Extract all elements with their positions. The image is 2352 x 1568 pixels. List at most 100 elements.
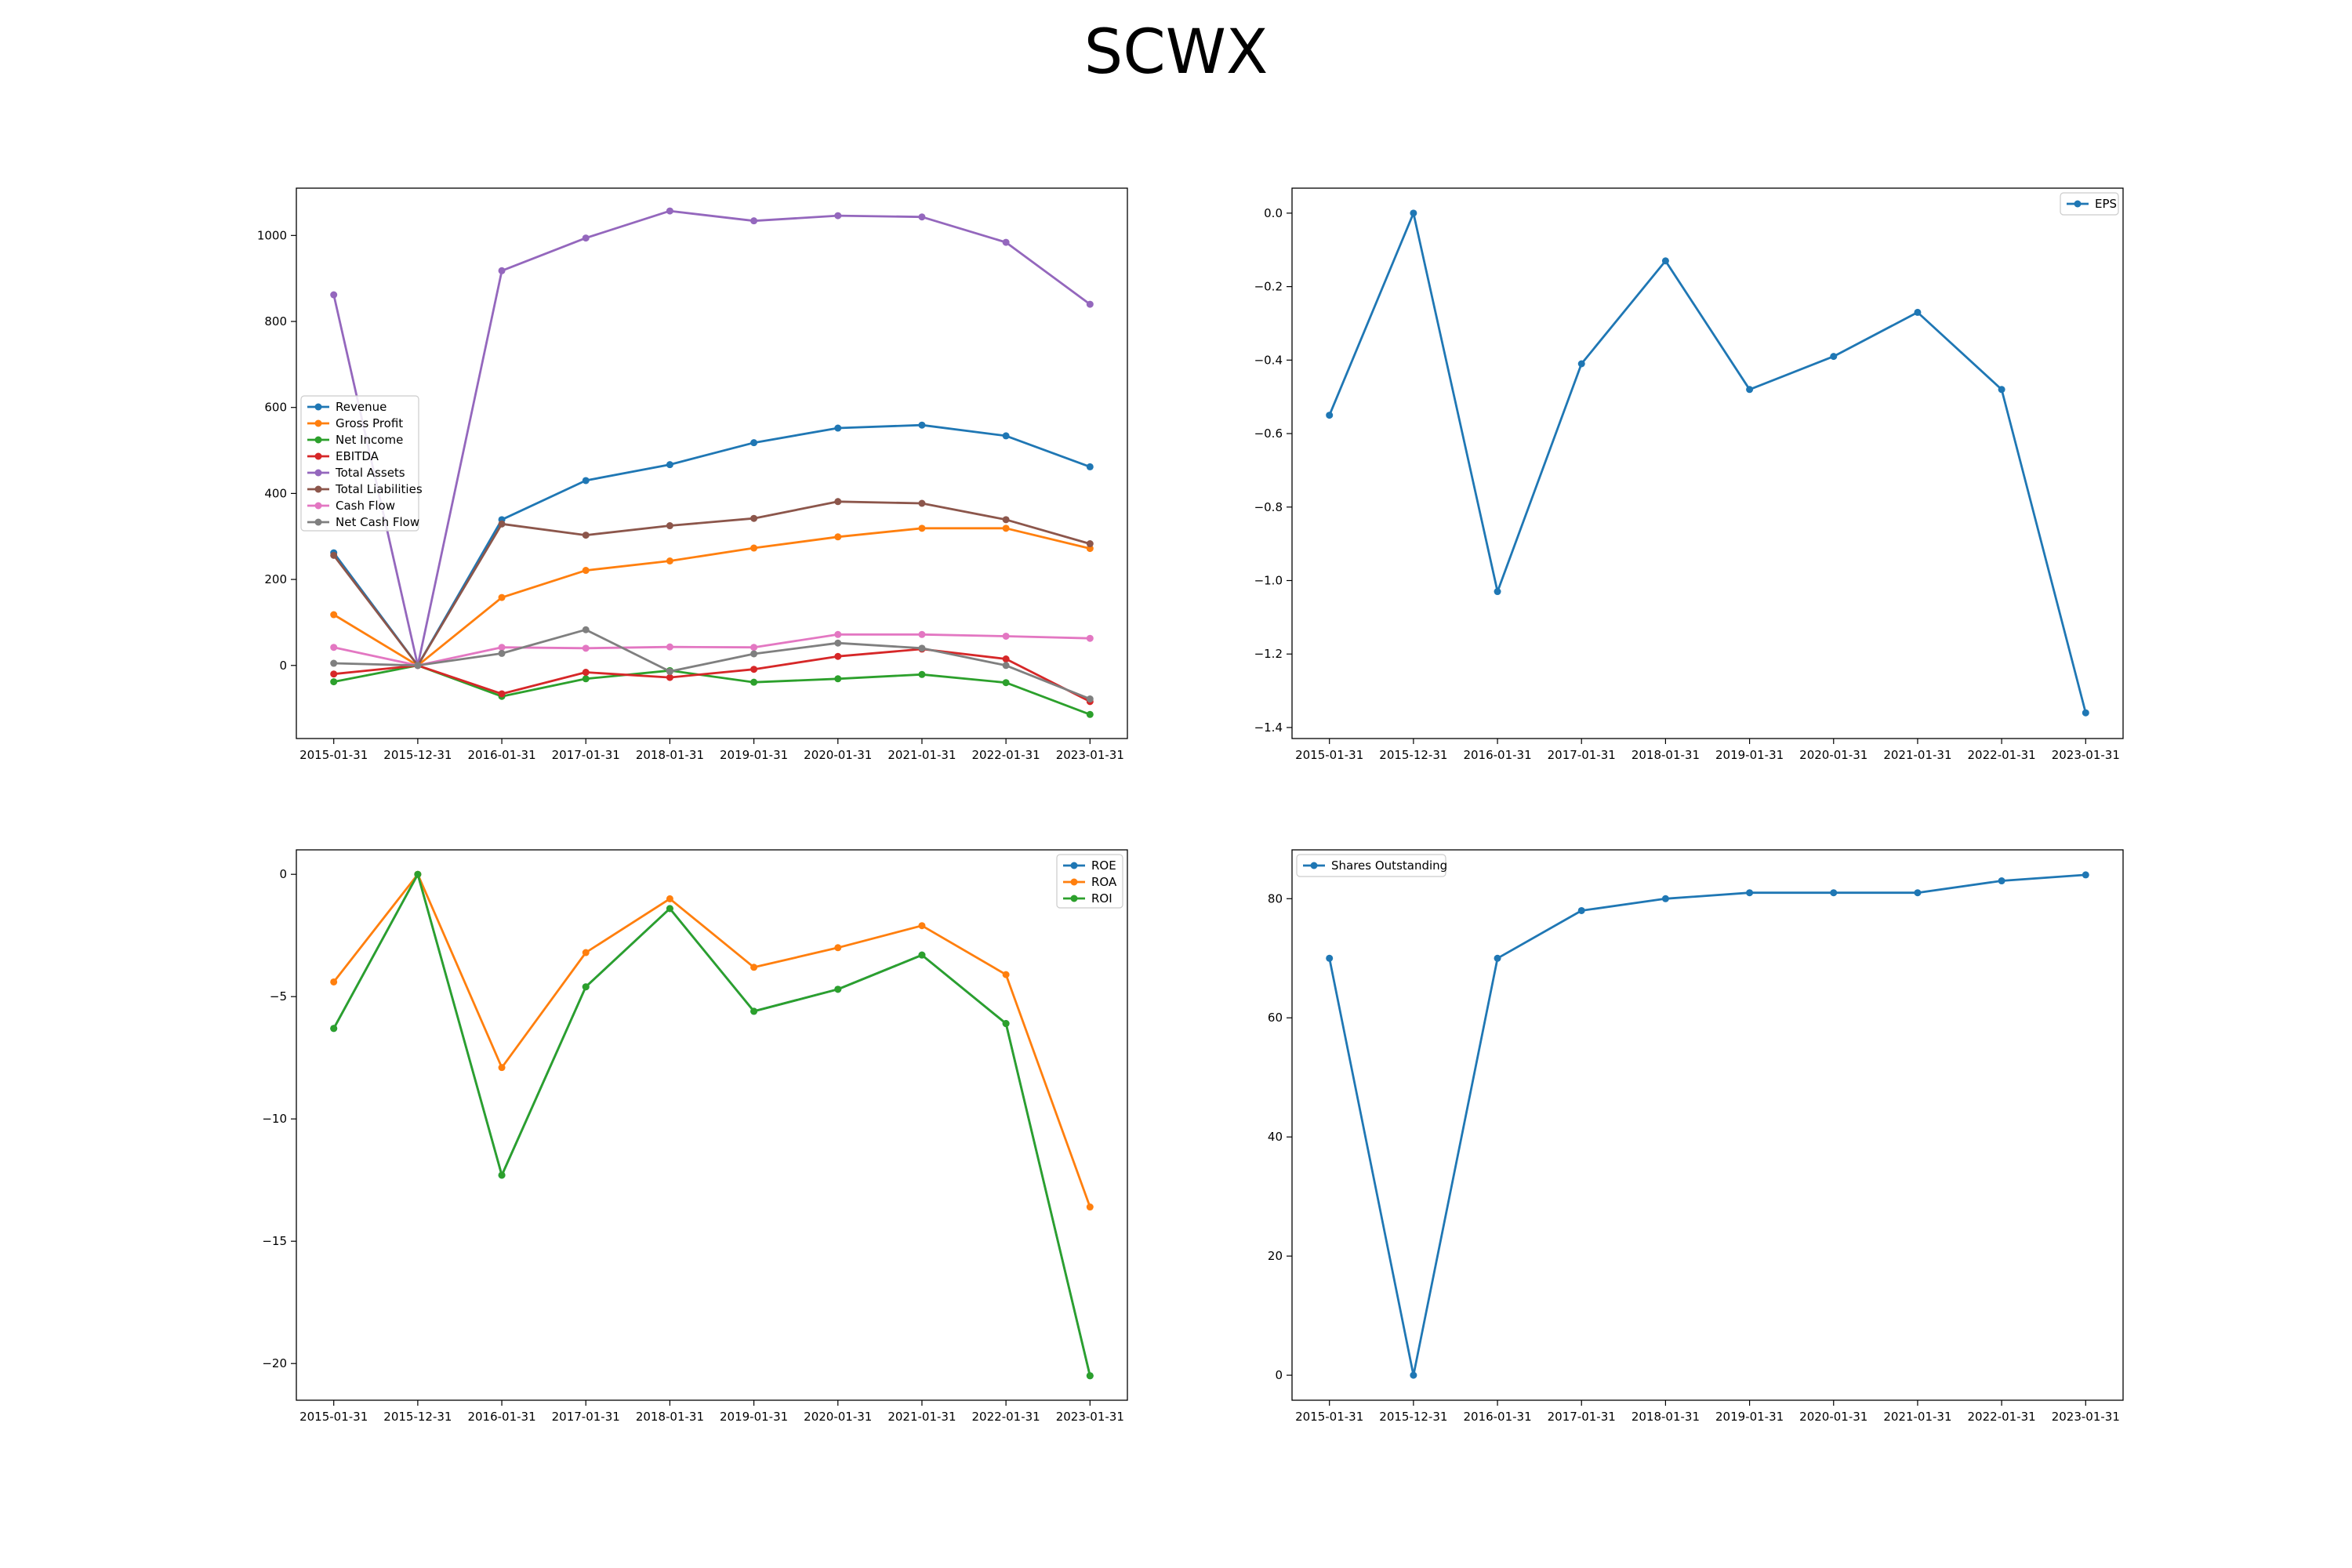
data-point	[834, 944, 842, 952]
x-tick-label: 2015-12-31	[1379, 748, 1447, 762]
y-tick-label: 600	[264, 401, 287, 415]
x-tick-label: 2017-01-31	[1548, 1410, 1616, 1424]
x-tick-label: 2023-01-31	[2052, 748, 2120, 762]
data-point	[1577, 906, 1585, 914]
data-point	[1002, 655, 1010, 663]
legend-label: ROI	[1091, 891, 1112, 906]
x-tick-label: 2020-01-31	[1799, 1410, 1867, 1424]
plot-frame	[1291, 187, 2124, 739]
data-point	[834, 498, 842, 506]
data-point	[582, 669, 590, 677]
data-point	[1086, 463, 1094, 470]
data-point	[1086, 710, 1094, 718]
legend-box	[2060, 192, 2119, 216]
data-point	[750, 644, 758, 652]
data-point	[330, 644, 338, 652]
x-tick-label: 2021-01-31	[887, 748, 956, 762]
data-point	[1086, 300, 1094, 308]
legend-marker	[314, 452, 322, 460]
x-tick-label: 2017-01-31	[1548, 748, 1616, 762]
x-tick-label: 2019-01-31	[720, 748, 788, 762]
data-point	[1577, 360, 1585, 368]
data-point	[1002, 524, 1010, 532]
data-point	[918, 644, 926, 652]
data-point	[1494, 954, 1501, 962]
y-tick-label: −1.4	[1254, 720, 1283, 735]
data-point	[2082, 709, 2089, 717]
y-tick-label: 0	[279, 867, 287, 881]
data-point	[666, 905, 673, 913]
legend-label: Total Liabilities	[335, 482, 423, 496]
legend-label: ROE	[1091, 858, 1116, 873]
x-tick-label: 2017-01-31	[552, 1410, 620, 1424]
x-tick-label: 2016-01-31	[467, 1410, 535, 1424]
series-line-ebitda	[333, 648, 1091, 703]
data-point	[1410, 1371, 1417, 1379]
y-tick-label: 1000	[257, 228, 287, 242]
y-tick-label: 0	[279, 659, 287, 673]
x-tick-label: 2015-01-31	[1295, 748, 1363, 762]
data-point	[498, 520, 506, 528]
series-line-eps	[1328, 212, 2087, 713]
x-tick-label: 2023-01-31	[1056, 1410, 1124, 1424]
y-tick-label: −15	[262, 1234, 287, 1248]
data-point	[330, 611, 338, 619]
data-point	[582, 949, 590, 956]
data-point	[834, 639, 842, 647]
data-point	[666, 207, 673, 215]
data-point	[414, 870, 422, 878]
x-tick-label: 2021-01-31	[1883, 748, 1951, 762]
x-tick-label: 2022-01-31	[972, 1410, 1040, 1424]
legend-marker	[2074, 200, 2082, 208]
eps-panel: 2015-01-31 2015-12-31 2016-01-31 2017-01-31…	[1254, 187, 2124, 762]
x-tick-label: 2015-01-31	[299, 1410, 368, 1424]
series-line-roe	[332, 873, 1091, 1377]
data-point	[330, 670, 338, 678]
data-point	[750, 964, 758, 971]
data-point	[834, 212, 842, 220]
data-point	[918, 670, 926, 678]
data-point	[750, 217, 758, 225]
data-point	[498, 1171, 506, 1179]
legend-marker	[314, 419, 322, 427]
x-tick-label: 2015-01-31	[299, 748, 368, 762]
y-tick-label: 0	[1275, 1368, 1283, 1382]
y-tick-label: 400	[264, 486, 287, 500]
plot-frame	[1291, 849, 2124, 1401]
data-point	[330, 659, 338, 667]
series-line-roa	[332, 873, 1091, 1207]
data-point	[1002, 238, 1010, 246]
data-point	[582, 626, 590, 633]
x-tick-label: 2020-01-31	[1799, 748, 1867, 762]
data-point	[582, 532, 590, 539]
x-tick-label: 2015-01-31	[1295, 1410, 1363, 1424]
returns-panel: 2015-01-31 2015-12-31 2016-01-31 2017-01-31…	[262, 849, 1128, 1424]
data-point	[666, 667, 673, 675]
x-tick-label: 2018-01-31	[1632, 748, 1700, 762]
data-point	[330, 978, 338, 985]
legend-label: ROA	[1091, 875, 1117, 889]
x-tick-label: 2022-01-31	[1968, 748, 2036, 762]
x-tick-label: 2022-01-31	[972, 748, 1040, 762]
series-line-net-cash-flow	[333, 628, 1091, 700]
x-tick-label: 2020-01-31	[804, 748, 872, 762]
data-point	[1830, 889, 1838, 897]
data-point	[1746, 386, 1754, 394]
y-tick-label: −0.8	[1254, 500, 1283, 514]
data-point	[666, 673, 673, 681]
data-point	[330, 551, 338, 559]
plot-frame	[296, 187, 1128, 739]
plot-frame	[296, 849, 1128, 1401]
data-point	[1086, 1203, 1094, 1211]
data-point	[1086, 634, 1094, 642]
data-point	[1661, 895, 1669, 902]
legend-label: EBITDA	[336, 449, 379, 463]
data-point	[666, 643, 673, 651]
data-point	[918, 630, 926, 638]
data-point	[1002, 662, 1010, 670]
data-point	[582, 675, 590, 683]
data-point	[582, 644, 590, 652]
y-tick-label: 60	[1268, 1011, 1283, 1025]
data-point	[498, 267, 506, 274]
x-tick-label: 2015-12-31	[383, 1410, 452, 1424]
